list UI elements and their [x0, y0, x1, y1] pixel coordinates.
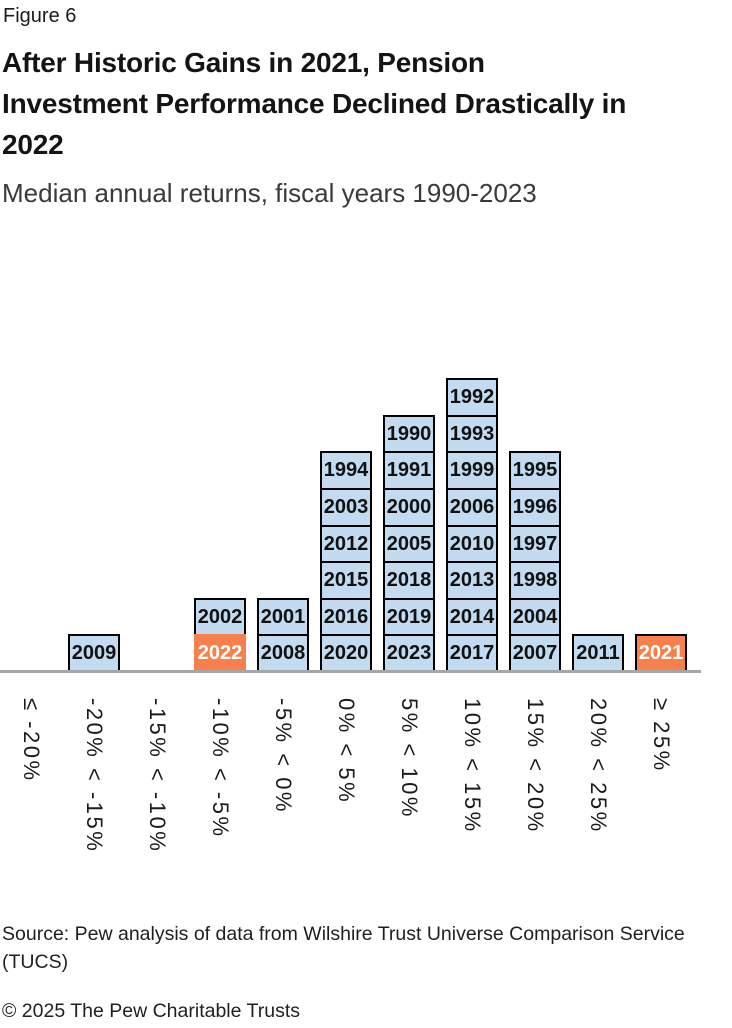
x-axis-tick-label: 15% < 20%	[523, 698, 548, 834]
year-box-1991: 1991	[383, 451, 435, 490]
year-box-2023: 2023	[383, 634, 435, 673]
x-axis-tick-label: 5% < 10%	[397, 698, 422, 819]
source-note: Source: Pew analysis of data from Wilshi…	[2, 923, 685, 973]
year-box-2003: 2003	[320, 488, 372, 527]
year-box-1996: 1996	[509, 488, 561, 527]
year-box-1994: 1994	[320, 451, 372, 490]
x-axis-tick-label: ≥ 25%	[649, 698, 674, 773]
copyright-note: © 2025 The Pew Charitable Trusts	[2, 1000, 300, 1022]
year-box-2018: 2018	[383, 561, 435, 600]
x-axis-line	[0, 670, 701, 673]
x-axis-tick-label: -5% < 0%	[271, 698, 296, 814]
year-box-2011: 2011	[572, 634, 624, 673]
year-box-2021: 2021	[635, 634, 687, 673]
year-box-1990: 1990	[383, 414, 435, 454]
figure-number-label: Figure 6	[3, 5, 77, 27]
year-box-2015: 2015	[320, 561, 372, 600]
year-box-2017: 2017	[446, 634, 498, 673]
year-box-2008: 2008	[257, 634, 309, 673]
year-box-1997: 1997	[509, 524, 561, 564]
year-box-1995: 1995	[509, 451, 561, 490]
year-box-2010: 2010	[446, 524, 498, 564]
x-axis-tick-label: 20% < 25%	[586, 698, 611, 834]
year-box-2016: 2016	[320, 597, 372, 637]
year-box-2004: 2004	[509, 597, 561, 637]
x-axis-tick-label: -20% < -15%	[82, 698, 107, 854]
x-axis-tick-label: -15% < -10%	[145, 698, 170, 854]
year-box-2007: 2007	[509, 634, 561, 673]
year-box-2020: 2020	[320, 634, 372, 673]
x-axis-tick-label: 10% < 15%	[460, 698, 485, 834]
year-box-1993: 1993	[446, 414, 498, 454]
year-box-2009: 2009	[68, 634, 120, 673]
page-title: After Historic Gains in 2021, Pension In…	[2, 47, 627, 160]
year-box-2000: 2000	[383, 488, 435, 527]
page-subtitle: Median annual returns, fiscal years 1990…	[2, 178, 537, 208]
year-box-1992: 1992	[446, 378, 498, 417]
year-box-2001: 2001	[257, 597, 309, 637]
x-axis-tick-label: 0% < 5%	[334, 698, 359, 805]
year-box-1999: 1999	[446, 451, 498, 490]
year-box-1998: 1998	[509, 561, 561, 600]
year-box-2014: 2014	[446, 597, 498, 637]
x-axis-tick-label: ≤ -20%	[19, 698, 44, 783]
year-box-2005: 2005	[383, 524, 435, 564]
year-box-2006: 2006	[446, 488, 498, 527]
year-box-2022: 2022	[194, 634, 246, 673]
year-box-2012: 2012	[320, 524, 372, 564]
year-box-2013: 2013	[446, 561, 498, 600]
x-axis-tick-label: -10% < -5%	[208, 698, 233, 839]
year-box-2019: 2019	[383, 597, 435, 637]
year-box-2002: 2002	[194, 597, 246, 637]
